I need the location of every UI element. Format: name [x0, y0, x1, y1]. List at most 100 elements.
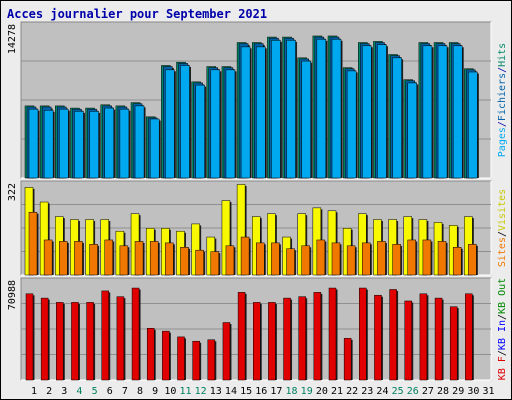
bar-sites-day-2	[43, 239, 53, 276]
x-tick-label: 10	[164, 386, 176, 397]
x-tick-label: 11	[179, 386, 191, 397]
x-tick-label: 31	[482, 386, 494, 397]
x-tick-label: 23	[361, 386, 373, 397]
bar-sites-day-9	[149, 241, 159, 276]
x-tick-label: 27	[422, 386, 434, 397]
bar-pages-day-14	[225, 69, 236, 179]
x-tick-label: 5	[92, 386, 98, 397]
bar-kbf-day-8	[131, 287, 140, 381]
bar-kbf-day-6	[101, 290, 109, 381]
bar-kbf-day-24	[374, 294, 382, 381]
x-tick-label: 6	[107, 386, 113, 397]
x-tick-label: 4	[76, 386, 82, 397]
bar-pages-day-25	[392, 57, 402, 179]
bar-sites-day-16	[256, 242, 265, 276]
bar-pages-day-15	[240, 46, 251, 179]
bar-kbf-day-26	[404, 300, 412, 381]
legend-item: /	[497, 67, 508, 73]
bar-sites-day-12	[195, 249, 204, 276]
bar-pages-day-1	[28, 108, 39, 179]
legend-item: Hits	[497, 43, 508, 67]
bar-pages-day-28	[437, 45, 448, 179]
bar-sites-day-26	[407, 239, 416, 276]
bar-sites-day-23	[362, 242, 371, 276]
bar-sites-day-14	[225, 245, 235, 276]
bar-pages-day-29	[452, 45, 463, 179]
bar-kbf-day-17	[268, 302, 276, 381]
bar-kbf-day-23	[359, 287, 367, 381]
legend-item: Sites	[497, 237, 508, 267]
bar-pages-day-24	[377, 44, 387, 179]
bar-sites-day-20	[316, 239, 326, 276]
bar-kbf-day-16	[253, 302, 261, 381]
bar-sites-day-5	[89, 244, 98, 276]
x-tick-label: 14	[225, 386, 237, 397]
legend-item: KB In	[497, 320, 508, 350]
bar-sites-day-29	[452, 247, 462, 276]
bar-pages-day-16	[256, 46, 266, 179]
bar-kbf-day-29	[449, 306, 458, 381]
bar-pages-day-21	[331, 38, 342, 179]
chart-title: Acces journalier pour September 2021	[7, 7, 268, 21]
bar-kbf-day-11	[177, 336, 185, 381]
bar-pages-day-5	[89, 111, 99, 179]
x-tick-label: 29	[452, 386, 464, 397]
legend-item: Pages	[497, 127, 508, 157]
x-tick-label: 15	[240, 386, 252, 397]
bar-kbf-day-22	[343, 338, 352, 381]
bar-sites-day-19	[301, 245, 310, 276]
x-tick-label: 7	[122, 386, 128, 397]
panel-2-ymax-label: 322	[7, 183, 18, 201]
x-tick-label: 24	[376, 386, 388, 397]
bar-kbf-day-4	[71, 302, 79, 381]
bar-pages-day-22	[346, 70, 357, 179]
bar-pages-day-26	[407, 82, 417, 179]
legend-item: /	[497, 231, 508, 237]
bar-pages-day-18	[286, 40, 296, 179]
panel-3-series-legend: KB F/KB In/KB Out	[497, 278, 508, 380]
panel-2-series-legend: Sites/Visites	[497, 189, 508, 267]
panel-1-ymax-label: 14278	[7, 24, 18, 54]
bar-sites-day-7	[119, 245, 129, 276]
bar-pages-day-19	[301, 60, 311, 179]
bar-sites-day-24	[377, 241, 386, 276]
bar-sites-day-30	[468, 244, 477, 276]
x-tick-label: 16	[255, 386, 267, 397]
bar-pages-day-13	[210, 69, 221, 179]
x-tick-label: 13	[210, 386, 222, 397]
bar-sites-day-13	[210, 251, 220, 276]
bar-sites-day-10	[165, 242, 174, 276]
x-tick-label: 21	[331, 386, 343, 397]
bar-kbf-day-25	[389, 289, 397, 381]
x-tick-label: 26	[407, 386, 419, 397]
bar-sites-day-1	[28, 211, 38, 276]
legend-item: /	[497, 350, 508, 356]
bar-sites-day-11	[180, 247, 189, 276]
bar-kbf-day-28	[434, 297, 443, 381]
x-tick-label: 3	[61, 386, 67, 397]
legend-item: /	[497, 314, 508, 320]
bar-kbf-day-5	[86, 302, 94, 381]
bar-kbf-day-18	[283, 297, 291, 381]
bar-pages-day-11	[180, 65, 190, 179]
x-tick-label: 22	[346, 386, 358, 397]
x-tick-label: 9	[152, 386, 158, 397]
bar-pages-day-9	[149, 118, 160, 179]
x-tick-label: 20	[316, 386, 328, 397]
bar-kbf-day-15	[237, 292, 246, 381]
bar-sites-day-18	[286, 248, 295, 276]
x-tick-label: 30	[467, 386, 479, 397]
bar-kbf-day-1	[25, 293, 34, 381]
legend-item: /	[497, 121, 508, 127]
bar-sites-day-15	[240, 236, 250, 276]
bar-pages-day-6	[104, 107, 114, 179]
bar-sites-day-28	[437, 241, 447, 276]
bar-sites-day-22	[346, 245, 356, 276]
legend-item: Fichiers	[497, 73, 508, 121]
bar-pages-day-30	[468, 71, 478, 179]
bar-kbf-day-2	[40, 297, 49, 381]
bar-kbf-day-30	[465, 293, 473, 381]
x-tick-label: 19	[301, 386, 313, 397]
